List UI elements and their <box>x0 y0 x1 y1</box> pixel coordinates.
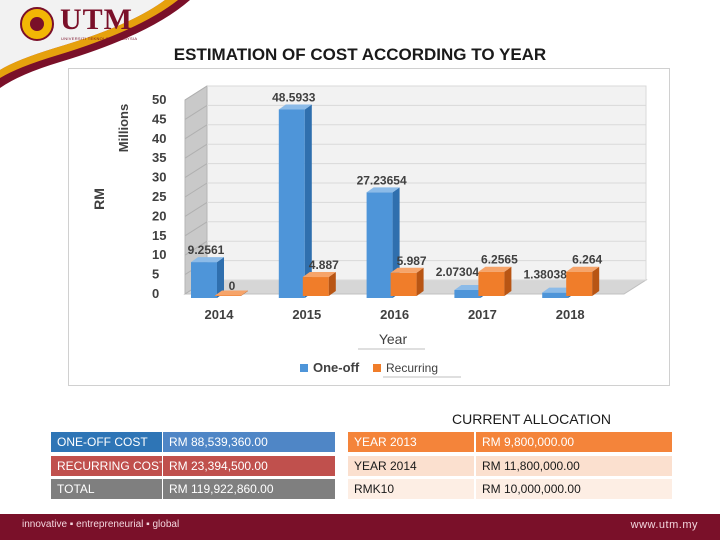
table-cell-label: RECURRING COST <box>51 456 166 476</box>
footer-bar: innovative ▪ entrepreneurial ▪ global ww… <box>0 514 720 540</box>
y-tick-label: 20 <box>152 208 166 223</box>
data-label-one-off: 48.5933 <box>272 90 316 104</box>
gridline-side <box>184 182 208 198</box>
table-cell-value: RM 9,800,000.00 <box>476 432 672 452</box>
bar-top <box>366 187 400 193</box>
y-tick-label: 0 <box>152 286 159 301</box>
table-cell-label: YEAR 2014 <box>348 456 474 476</box>
allocation-title: CURRENT ALLOCATION <box>452 411 611 427</box>
table-cell-value: RM 23,394,500.00 <box>163 456 335 476</box>
bar-top <box>478 266 512 272</box>
y-tick-label: 35 <box>152 150 166 165</box>
gridline-side <box>184 163 208 179</box>
bar-one-off <box>454 289 481 298</box>
cost-chart: 0 5 10 15 20 25 30 35 40 45 50 RM Millions 2014 9.2561… <box>91 85 648 378</box>
legend-label-one-off: One-off <box>313 360 360 375</box>
bar-top <box>566 266 600 272</box>
legend-swatch-one-off <box>300 364 308 372</box>
bar-recurring <box>302 277 329 296</box>
y-tick-label: 45 <box>152 111 166 126</box>
table-cell-label: ONE-OFF COST <box>51 432 162 452</box>
gridline-side <box>184 143 208 159</box>
legend-label-recurring: Recurring <box>386 361 438 375</box>
bar-top <box>390 267 424 273</box>
data-label-one-off: 27.23654 <box>357 173 407 187</box>
bar-side <box>241 290 248 296</box>
legend-swatch-recurring <box>373 364 381 372</box>
bar-recurring <box>478 271 505 296</box>
data-label-recurring: 6.264 <box>572 253 602 267</box>
bar-recurring <box>566 271 593 296</box>
x-axis-title: Year <box>379 331 408 347</box>
gridline-side <box>184 85 208 101</box>
y-tick-label: 15 <box>152 228 166 243</box>
y-tick-label: 5 <box>152 267 159 282</box>
bar-side <box>217 257 224 298</box>
data-label-recurring: 6.2565 <box>481 253 518 267</box>
y-tick-label: 25 <box>152 189 166 204</box>
bar-side <box>416 267 424 296</box>
bar-top <box>302 272 336 278</box>
data-label-recurring: 4.887 <box>309 258 339 272</box>
y-axis-title: RM <box>91 188 107 210</box>
y-units-label: Millions <box>116 104 131 152</box>
gridline-side <box>184 124 208 140</box>
x-tick-label: 2015 <box>292 307 321 322</box>
table-cell-value: RM 11,800,000.00 <box>476 456 672 476</box>
footer-url[interactable]: www.utm.my <box>630 519 698 531</box>
gridline-side <box>184 221 208 237</box>
data-label-one-off: 1.38038 <box>524 268 568 282</box>
bar-side <box>504 266 512 296</box>
slide-title: ESTIMATION OF COST ACCORDING TO YEAR <box>173 45 547 64</box>
gridline-side <box>184 240 208 256</box>
bar-top <box>215 290 248 296</box>
gridline-side <box>184 104 208 120</box>
footer-tagline: innovative ▪ entrepreneurial ▪ global <box>22 519 180 530</box>
table-cell-label: YEAR 2013 <box>348 432 474 452</box>
data-label-one-off: 2.07304 <box>436 265 480 279</box>
bar-side <box>304 104 312 298</box>
bar-recurring <box>215 295 241 296</box>
bar-side <box>328 272 336 296</box>
table-cell-value: RM 119,922,860.00 <box>163 479 335 499</box>
x-tick-label: 2018 <box>556 307 585 322</box>
data-label-recurring: 5.987 <box>397 254 427 268</box>
logo-subtext: UNIVERSITI TEKNOLOGI MALAYSIA <box>61 36 138 41</box>
x-tick-label: 2014 <box>205 307 235 322</box>
bar-top <box>278 104 312 110</box>
x-tick-label: 2017 <box>468 307 497 322</box>
x-tick-label: 2016 <box>380 307 409 322</box>
bar-recurring <box>390 272 417 296</box>
bar-one-off <box>542 292 569 298</box>
gridline-side <box>184 201 208 217</box>
logo-text: UTM <box>60 3 133 36</box>
data-label-one-off: 9.2561 <box>188 243 225 257</box>
utm-seal-icon <box>20 7 54 41</box>
table-cell-value: RM 10,000,000.00 <box>476 479 672 499</box>
bar-top <box>191 257 224 263</box>
table-cell-value: RM 88,539,360.00 <box>163 432 335 452</box>
y-tick-label: 50 <box>152 92 166 107</box>
y-tick-label: 30 <box>152 170 166 185</box>
bar-one-off <box>366 192 393 298</box>
y-tick-label: 10 <box>152 247 166 262</box>
bar-one-off <box>278 109 305 298</box>
y-tick-label: 40 <box>152 131 166 146</box>
table-cell-label: TOTAL <box>51 479 162 499</box>
bar-side <box>592 266 600 296</box>
bar-one-off <box>191 262 217 298</box>
data-label-recurring: 0 <box>229 279 236 293</box>
utm-logo: UTM UNIVERSITI TEKNOLOGI MALAYSIA <box>20 3 190 47</box>
table-cell-label: RMK10 <box>348 479 474 499</box>
